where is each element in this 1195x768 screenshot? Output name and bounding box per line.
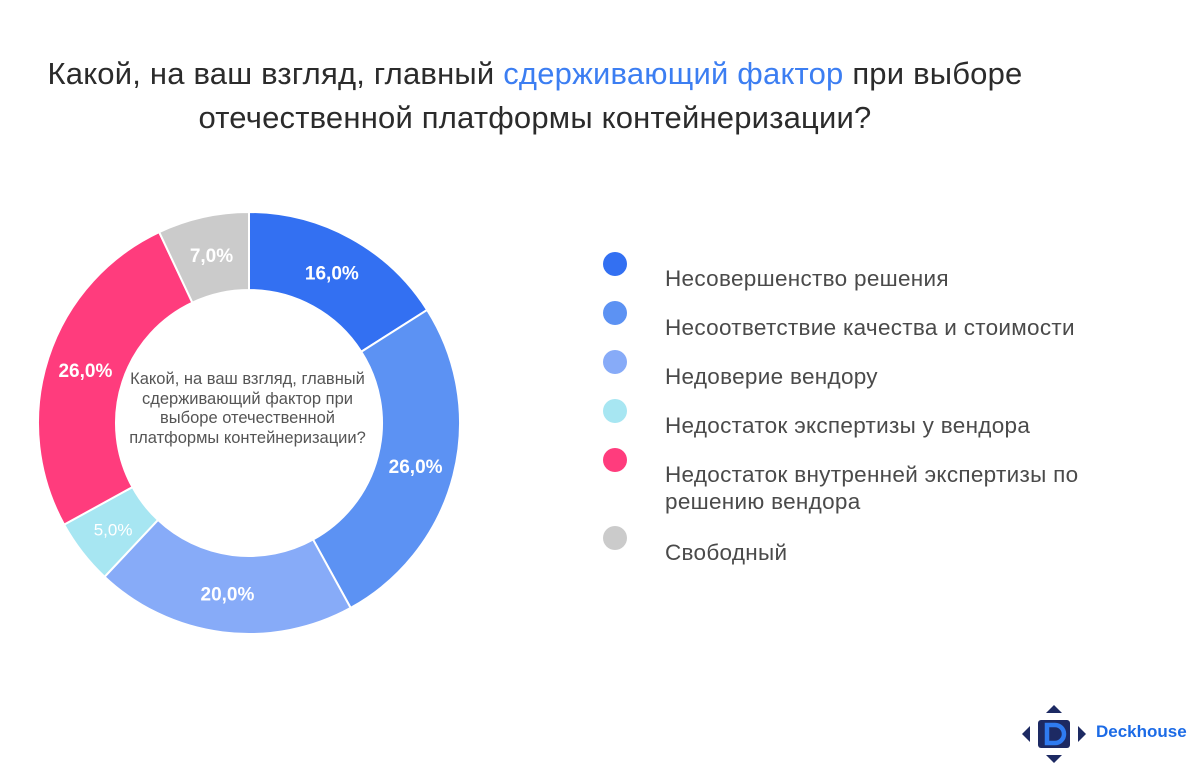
title-part2: при выборе [843,56,1023,91]
title-highlight: сдерживающий фактор [503,56,844,91]
chart-title: Какой, на ваш взгляд, главный сдерживающ… [0,52,1070,140]
slice-value-label: 5,0% [94,520,133,539]
legend-swatch [603,350,627,374]
donut-slices [37,210,461,635]
title-line2: отечественной платформы контейнеризации? [198,100,872,135]
donut-slice [37,230,194,527]
slice-value-label: 16,0% [305,263,359,284]
legend-label: Недостаток внутренней экспертизы по реше… [665,462,1079,514]
legend-swatch [603,448,627,472]
donut-center-text: Какой, на ваш взгляд, главный сдерживающ… [129,370,366,447]
title-part1: Какой, на ваш взгляд, главный [47,56,504,91]
donut-slice [311,308,461,610]
legend-label: Несовершенство решения [665,266,949,291]
logo-text: Deckhouse [1096,722,1187,741]
slice-value-label: 26,0% [389,457,443,478]
donut-slice [157,210,250,304]
deckhouse-logo-icon [1022,705,1086,763]
legend-label: Несоответствие качества и стоимости [665,315,1075,340]
legend-swatch [603,399,627,423]
donut-chart: 16,0% 26,0% 20,0% 5,0% 26,0% 7,0% [37,210,461,635]
donut-labels: 16,0% 26,0% 20,0% 5,0% 26,0% 7,0% [58,246,442,606]
deckhouse-logo: Deckhouse [1022,705,1194,763]
slice-value-label: 26,0% [58,361,112,382]
legend-label: Недостаток экспертизы у вендора [665,413,1031,438]
legend-swatch [603,301,627,325]
legend-label: Свободный [665,540,788,565]
slice-value-label: 20,0% [201,585,255,606]
slice-value-label: 7,0% [190,246,233,267]
legend-swatch [603,252,627,276]
legend-swatch [603,526,627,550]
legend-label: Недоверие вендору [665,364,878,389]
